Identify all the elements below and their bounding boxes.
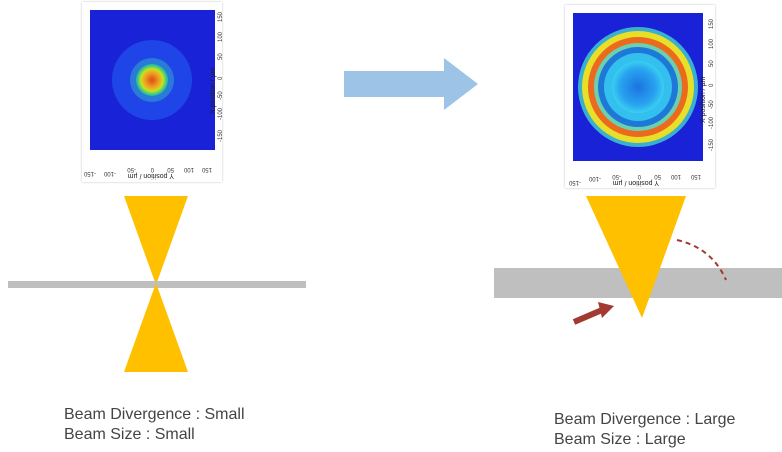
right-bottom-ticks: -150 -100 -50 0 50 100 150 — [568, 173, 701, 185]
left-beam-profile-image: 150 100 50 0 -50 -100 -150 X position / … — [82, 2, 224, 182]
svg-text:100: 100 — [709, 38, 715, 49]
svg-text:0: 0 — [709, 83, 715, 87]
left-caption: Beam Divergence : Small Beam Size : Smal… — [64, 405, 245, 445]
right-caption-divergence: Beam Divergence : Large — [554, 411, 736, 428]
marker-arrow-shaft — [572, 307, 604, 325]
right-beam-diagram — [494, 196, 782, 325]
svg-text:-150: -150 — [83, 170, 96, 176]
svg-text:0: 0 — [637, 173, 641, 179]
left-y-axis-label: Y position / µm — [128, 172, 174, 179]
svg-text:50: 50 — [167, 166, 174, 172]
right-beam-profile-svg: 150 100 50 0 -50 -100 -150 X position / … — [568, 13, 715, 186]
marker-arrow-head — [598, 302, 614, 318]
left-beam-profile-svg: 150 100 50 0 -50 -100 -150 X position / … — [83, 10, 224, 179]
left-caption-divergence: Beam Divergence : Small — [64, 406, 245, 423]
right-beam-profile-image: 150 100 50 0 -50 -100 -150 X position / … — [565, 5, 715, 188]
svg-text:-50: -50 — [218, 91, 222, 100]
svg-text:50: 50 — [218, 53, 222, 60]
svg-text:100: 100 — [183, 166, 194, 172]
svg-text:150: 150 — [218, 11, 222, 22]
svg-text:-50: -50 — [709, 100, 715, 109]
svg-text:-100: -100 — [709, 116, 715, 129]
svg-text:150: 150 — [709, 18, 715, 29]
svg-text:100: 100 — [670, 173, 681, 179]
left-surface — [8, 281, 306, 288]
svg-text:50: 50 — [654, 173, 661, 179]
svg-text:-100: -100 — [103, 170, 116, 176]
left-beam-diagram — [8, 196, 306, 372]
svg-text:-150: -150 — [218, 129, 222, 142]
left-beam-upper-cone — [124, 196, 188, 285]
transition-arrow — [344, 58, 478, 110]
right-x-axis-label: X position / µm — [700, 76, 707, 123]
right-caption: Beam Divergence : Large Beam Size : Larg… — [554, 410, 735, 450]
svg-text:-100: -100 — [218, 107, 222, 120]
svg-text:100: 100 — [218, 31, 222, 42]
svg-text:-150: -150 — [709, 138, 715, 151]
left-beam-core — [136, 64, 168, 96]
svg-text:150: 150 — [201, 166, 212, 172]
right-right-ticks: 150 100 50 0 -50 -100 -150 — [709, 18, 715, 151]
left-x-axis-label: X position / µm — [210, 67, 217, 114]
right-caption-size: Beam Size : Large — [554, 431, 686, 448]
left-right-ticks: 150 100 50 0 -50 -100 -150 — [218, 11, 224, 142]
svg-text:-50: -50 — [127, 166, 136, 172]
svg-text:-150: -150 — [568, 179, 581, 185]
svg-text:-100: -100 — [588, 175, 601, 181]
svg-text:50: 50 — [709, 60, 715, 67]
right-beam-core — [612, 61, 664, 113]
right-beam-cone — [586, 196, 686, 318]
svg-text:0: 0 — [150, 166, 154, 172]
svg-text:-50: -50 — [612, 173, 621, 179]
left-bottom-ticks: -150 -100 -50 0 50 100 150 — [83, 166, 212, 176]
svg-text:0: 0 — [218, 76, 222, 80]
right-arrow-icon — [344, 58, 478, 110]
left-caption-size: Beam Size : Small — [64, 426, 195, 443]
svg-text:150: 150 — [690, 173, 701, 179]
right-y-axis-label: Y position / µm — [613, 179, 659, 186]
left-beam-lower-cone — [124, 283, 188, 372]
